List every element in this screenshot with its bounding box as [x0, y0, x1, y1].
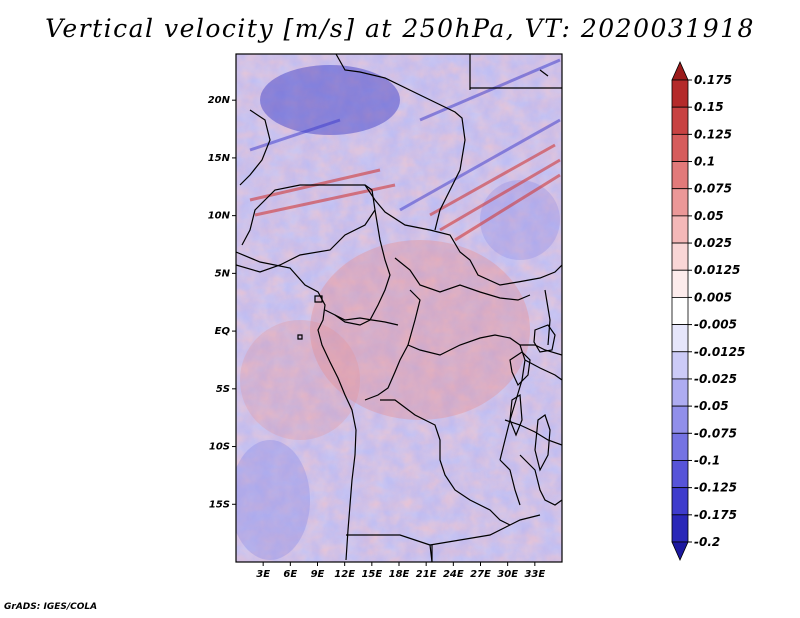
lat-tick-label: 5S	[216, 384, 230, 395]
lon-tick-label: 9E	[311, 569, 325, 580]
colorbar-swatch	[671, 460, 689, 489]
colorbar-label: 0.025	[694, 236, 732, 250]
colorbar-swatch	[671, 487, 689, 516]
colorbar-label: 0.15	[694, 100, 724, 114]
lon-tick-label: 12E	[334, 569, 355, 580]
colorbar-swatch	[671, 133, 689, 162]
colorbar-label: -0.2	[694, 535, 720, 549]
colorbar-swatch	[671, 61, 689, 81]
colorbar-label: 0.175	[694, 73, 732, 87]
colorbar-label: 0.0125	[694, 263, 740, 277]
lon-tick-label: 21E	[416, 569, 437, 580]
colorbar-label: -0.1	[694, 453, 720, 467]
lat-tick-label: 5N	[215, 268, 231, 279]
colorbar-label: 0.005	[694, 290, 732, 304]
lat-tick-label: 15N	[208, 153, 231, 164]
colorbar-swatch	[671, 161, 689, 190]
colorbar-label: -0.025	[694, 372, 737, 386]
colorbar-swatch	[671, 188, 689, 217]
colorbar-swatch	[671, 514, 689, 543]
colorbar-label: 0.05	[694, 209, 724, 223]
colorbar-swatch	[671, 297, 689, 325]
grads-credit: GrADS: IGES/COLA	[4, 602, 98, 612]
lon-tick-label: 6E	[283, 569, 297, 580]
colorbar-label: 0.1	[694, 155, 715, 169]
colorbar-label: -0.175	[694, 508, 737, 522]
lon-tick-label: 18E	[389, 569, 410, 580]
velocity-field	[236, 54, 562, 562]
longitude-axis: 3E 6E 9E 12E 15E 18E 21E 24E 27E 30E 33E	[256, 562, 545, 580]
lon-tick-label: 3E	[256, 569, 270, 580]
lat-tick-label: 15S	[209, 499, 230, 510]
lon-tick-label: 30E	[497, 569, 518, 580]
colorbar-label: -0.005	[694, 318, 737, 332]
country-borders	[236, 54, 562, 562]
colorbar-label: 0.075	[694, 182, 732, 196]
lat-tick-label: 10S	[209, 442, 230, 453]
colorbar-swatch	[671, 378, 689, 407]
colorbar-swatch	[671, 324, 689, 353]
colorbar-swatch	[671, 405, 689, 434]
colorbar-swatch	[671, 106, 689, 135]
lon-tick-label: 15E	[361, 569, 382, 580]
map-panel	[236, 54, 562, 562]
colorbar-swatch	[671, 242, 689, 271]
colorbar-swatch	[671, 351, 689, 380]
colorbar-label: -0.125	[694, 481, 737, 495]
colorbar-label: -0.05	[694, 399, 729, 413]
lat-tick-label: EQ	[215, 326, 231, 337]
lat-tick-label: 20N	[208, 95, 231, 106]
chart-title: Vertical velocity [m/s] at 250hPa, VT: 2…	[45, 14, 755, 43]
lon-tick-label: 24E	[443, 569, 464, 580]
colorbar: 0.175 0.15 0.125 0.1 0.075 0.05 0.025 0.0125 0.0…	[671, 61, 745, 561]
lon-tick-label: 33E	[524, 569, 545, 580]
colorbar-swatch	[671, 215, 689, 244]
colorbar-swatch	[671, 541, 689, 561]
lat-tick-label: 10N	[208, 211, 231, 222]
colorbar-label: -0.0125	[694, 345, 745, 359]
colorbar-swatch	[671, 432, 689, 461]
colorbar-label: -0.075	[694, 426, 737, 440]
colorbar-swatch	[671, 269, 689, 298]
colorbar-label: 0.125	[694, 127, 732, 141]
colorbar-swatch	[671, 79, 689, 108]
lon-tick-label: 27E	[470, 569, 491, 580]
latitude-axis: 20N 15N 10N 5N EQ 5S 10S 15S	[208, 95, 236, 510]
